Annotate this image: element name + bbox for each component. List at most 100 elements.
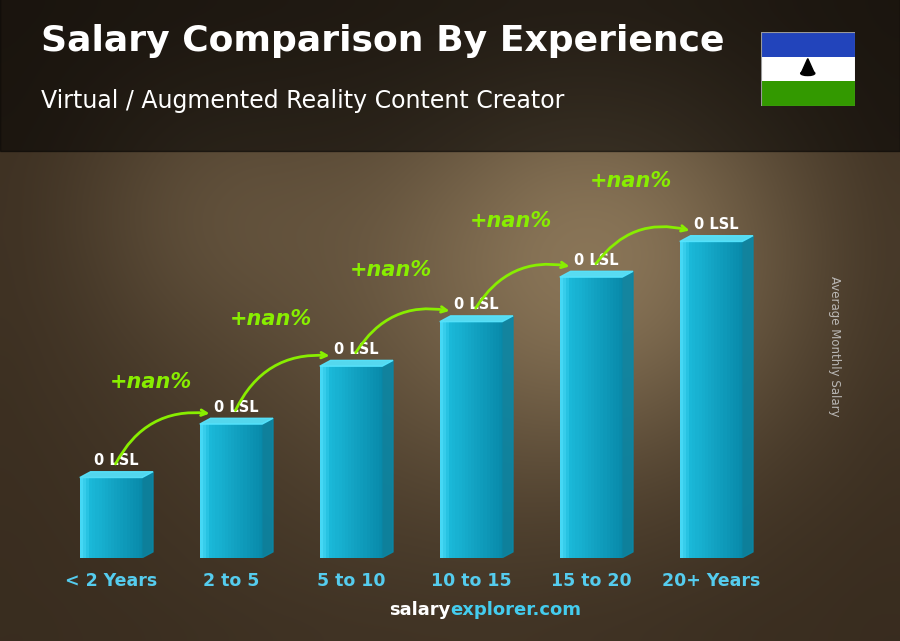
Bar [468, 322, 472, 558]
Bar [696, 242, 698, 558]
Bar [212, 424, 216, 558]
Bar [354, 366, 357, 558]
Text: 0 LSL: 0 LSL [574, 253, 618, 268]
Bar [440, 322, 443, 558]
Bar [98, 478, 102, 558]
Text: +nan%: +nan% [230, 309, 311, 329]
Polygon shape [802, 58, 814, 72]
Bar [253, 424, 256, 558]
Bar [123, 478, 127, 558]
Bar [705, 242, 708, 558]
Bar [481, 322, 483, 558]
Text: salary: salary [389, 601, 450, 619]
Bar [683, 242, 687, 558]
Bar [225, 424, 228, 558]
Bar [379, 366, 382, 558]
Bar [464, 322, 468, 558]
Bar [228, 424, 231, 558]
Bar [370, 366, 374, 558]
Bar [607, 277, 610, 558]
Bar [680, 242, 683, 558]
Bar [366, 366, 370, 558]
Bar [686, 242, 689, 558]
Text: explorer.com: explorer.com [450, 601, 581, 619]
Bar [345, 366, 348, 558]
Bar [477, 322, 481, 558]
Bar [342, 366, 345, 558]
Bar [231, 424, 234, 558]
Polygon shape [440, 316, 513, 322]
Bar [730, 242, 734, 558]
Bar [575, 277, 579, 558]
Bar [483, 322, 487, 558]
Bar [200, 424, 203, 558]
Bar [117, 478, 121, 558]
Bar [244, 424, 247, 558]
Ellipse shape [801, 71, 814, 76]
Bar [726, 242, 730, 558]
Bar [569, 277, 572, 558]
Bar [247, 424, 250, 558]
Bar [619, 277, 623, 558]
Bar [579, 277, 582, 558]
Text: +nan%: +nan% [349, 260, 432, 280]
Bar [449, 322, 453, 558]
Bar [326, 366, 329, 558]
Polygon shape [200, 419, 273, 424]
Bar [490, 322, 493, 558]
Text: 0 LSL: 0 LSL [214, 400, 258, 415]
Polygon shape [560, 271, 633, 277]
Bar [320, 366, 323, 558]
Bar [689, 242, 692, 558]
Bar [348, 366, 351, 558]
Bar [206, 424, 210, 558]
Bar [104, 478, 108, 558]
Bar [219, 424, 222, 558]
Text: Average Monthly Salary: Average Monthly Salary [828, 276, 842, 417]
Bar [234, 424, 238, 558]
Text: +nan%: +nan% [470, 212, 552, 231]
Bar [455, 322, 459, 558]
Polygon shape [382, 360, 393, 558]
Bar [692, 242, 696, 558]
Bar [591, 277, 594, 558]
Bar [604, 277, 607, 558]
Bar [616, 277, 619, 558]
Bar [89, 478, 93, 558]
Bar [471, 322, 474, 558]
Bar [140, 478, 142, 558]
Bar [136, 478, 140, 558]
Bar [474, 322, 478, 558]
Bar [202, 424, 206, 558]
Bar [127, 478, 130, 558]
Text: 0 LSL: 0 LSL [694, 217, 739, 232]
Bar [329, 366, 332, 558]
Bar [462, 322, 465, 558]
Bar [0, 0, 900, 151]
Text: 0 LSL: 0 LSL [454, 297, 499, 312]
Bar [496, 322, 500, 558]
Bar [336, 366, 338, 558]
Polygon shape [680, 236, 753, 242]
Bar [357, 366, 361, 558]
Bar [760, 81, 855, 106]
Bar [493, 322, 496, 558]
Bar [86, 478, 89, 558]
Bar [487, 322, 490, 558]
Bar [209, 424, 212, 558]
Bar [446, 322, 449, 558]
Bar [714, 242, 717, 558]
Bar [130, 478, 133, 558]
Bar [221, 424, 225, 558]
Bar [609, 277, 613, 558]
Bar [581, 277, 585, 558]
Bar [708, 242, 711, 558]
Bar [215, 424, 219, 558]
Bar [373, 366, 376, 558]
Polygon shape [742, 236, 753, 558]
Bar [760, 32, 855, 56]
Bar [256, 424, 259, 558]
Bar [724, 242, 727, 558]
Bar [720, 242, 724, 558]
Bar [360, 366, 364, 558]
